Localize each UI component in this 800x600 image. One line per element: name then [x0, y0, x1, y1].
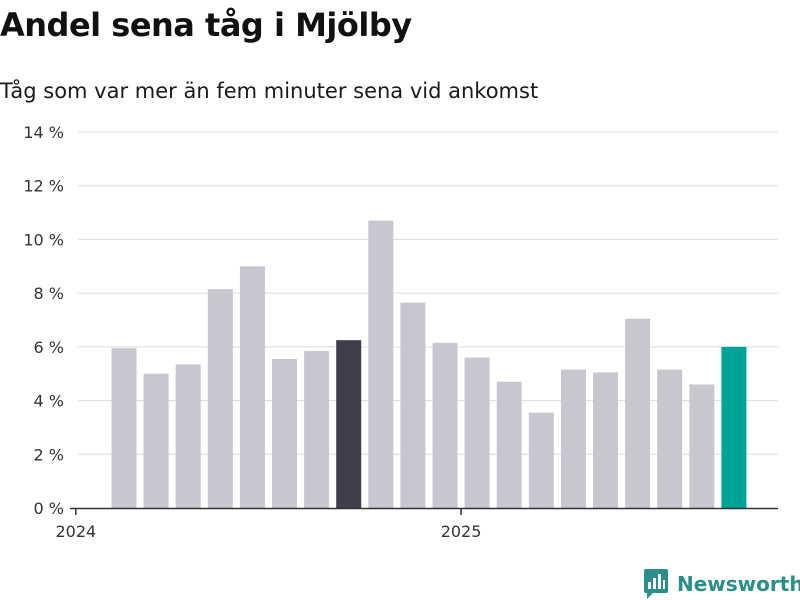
y-tick-label: 6 % [34, 338, 64, 357]
bar [272, 358, 297, 508]
bar [432, 342, 458, 508]
y-tick-label: 12 % [23, 177, 64, 196]
bar [560, 369, 586, 508]
bars [111, 220, 747, 508]
bar [239, 266, 265, 508]
bar [304, 350, 330, 508]
y-tick-label: 10 % [23, 230, 64, 249]
bar [400, 302, 426, 508]
bar [528, 412, 554, 508]
bar [689, 384, 715, 508]
bar [175, 364, 201, 508]
bar [721, 346, 747, 508]
bar [657, 369, 683, 508]
bar-chart: 0 % 2 % 4 % 6 % 8 % 10 % 12 % 14 % 2024 2025 [23, 123, 778, 541]
y-tick-label: 2 % [34, 445, 64, 464]
bar [143, 373, 169, 508]
newsworthy-logo-icon [644, 569, 668, 599]
bar [625, 318, 651, 508]
bar [207, 289, 233, 508]
y-tick-label: 8 % [34, 284, 64, 303]
bar [368, 220, 394, 508]
brand-logo: Newsworthy [644, 568, 800, 600]
y-tick-label: 0 % [34, 499, 64, 518]
y-tick-label: 4 % [34, 392, 64, 411]
bar [464, 357, 490, 508]
axes: 0 % 2 % 4 % 6 % 8 % 10 % 12 % 14 % 2024 2025 [23, 123, 778, 541]
brand-name: Newsworthy [677, 572, 800, 596]
bar [111, 348, 137, 508]
bar [593, 372, 618, 508]
bar [496, 381, 522, 508]
x-tick-label: 2025 [441, 522, 482, 541]
y-tick-label: 14 % [23, 123, 64, 142]
bar [336, 340, 362, 508]
chart-subtitle: Tåg som var mer än fem minuter sena vid … [0, 79, 539, 103]
chart-title: Andel sena tåg i Mjölby [0, 6, 412, 44]
x-tick-label: 2024 [55, 522, 96, 541]
